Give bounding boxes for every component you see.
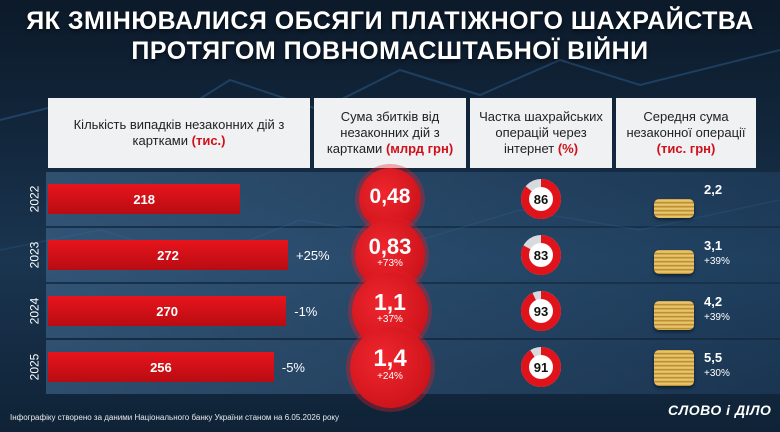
cases-bar: 272 (48, 240, 288, 270)
year-label: 2023 (24, 228, 44, 282)
average-value: 3,1 (704, 238, 723, 253)
page-title: ЯК ЗМІНЮВАЛИСЯ ОБСЯГИ ПЛАТІЖНОГО ШАХРАЙС… (0, 6, 780, 66)
pie-center (529, 355, 553, 379)
year-label: 2022 (24, 172, 44, 226)
coin-stack (654, 350, 694, 386)
average-value: 2,2 (704, 182, 723, 197)
internet-share-pie (521, 179, 561, 219)
internet-share-value: 93 (533, 303, 549, 319)
pie-center (529, 187, 553, 211)
internet-share-pie (521, 235, 561, 275)
header-average-unit: (тис. грн) (656, 141, 716, 156)
year-label-text: 2025 (27, 353, 42, 381)
source-footnote: Інфографіку створено за даними Національ… (10, 413, 340, 422)
cases-change: +25% (296, 248, 330, 263)
header-internet: Частка шахрайських операцій через інтерн… (470, 98, 612, 168)
cases-bar: 256 (48, 352, 274, 382)
coin-stack (654, 250, 694, 274)
losses-value: 0,48 (369, 185, 411, 209)
coin-stack (654, 300, 694, 330)
header-losses-text: Сума збитків від незаконних дій з картка… (326, 109, 440, 156)
internet-share-value: 83 (533, 247, 549, 263)
header-cases-text: Кількість випадків незаконних дій з карт… (73, 117, 285, 148)
losses-change: +24% (377, 370, 403, 382)
losses-value: 1,4 (373, 344, 407, 372)
title-line-1: ЯК ЗМІНЮВАЛИСЯ ОБСЯГИ ПЛАТІЖНОГО ШАХРАЙС… (26, 7, 754, 35)
cases-bar: 218 (48, 184, 241, 214)
year-label-text: 2023 (27, 241, 42, 269)
header-internet-unit: (%) (557, 141, 579, 156)
cases-change: -1% (294, 304, 318, 319)
header-cases: Кількість випадків незаконних дій з карт… (48, 98, 310, 168)
losses-change: +37% (377, 314, 403, 326)
year-label-text: 2022 (27, 185, 42, 213)
average-value: 5,5 (704, 350, 723, 365)
year-label: 2024 (24, 284, 44, 338)
cases-bar: 270 (48, 296, 287, 326)
losses-value: 0,83 (368, 234, 412, 260)
losses-value: 1,1 (373, 289, 406, 316)
header-losses-unit: (млрд грн) (385, 141, 454, 156)
average-change: +39% (704, 256, 730, 267)
header-losses: Сума збитків від незаконних дій з картка… (314, 98, 466, 168)
losses-change: +73% (377, 258, 403, 270)
cases-change: -5% (281, 360, 305, 375)
pie-center (529, 299, 553, 323)
year-label: 2025 (24, 340, 44, 394)
year-label-text: 2024 (27, 297, 42, 325)
pie-center (529, 243, 553, 267)
average-value: 4,2 (704, 294, 723, 309)
internet-share-value: 91 (533, 359, 549, 375)
title-line-2: ПРОТЯГОМ ПОВНОМАСШТАБНОЇ ВІЙНИ (131, 37, 649, 65)
internet-share-pie (521, 347, 561, 387)
header-cases-unit: (тис.) (191, 133, 226, 148)
losses-circle: 1,4 +24% (349, 326, 431, 408)
coin-stack (654, 198, 694, 218)
internet-share-pie (521, 291, 561, 331)
internet-share-value: 86 (533, 191, 549, 207)
header-average-text: Середня сума незаконної операції (626, 109, 746, 140)
brand-logo: СЛОВО і ДІЛО (668, 402, 772, 418)
average-change: +30% (704, 368, 730, 379)
average-change: +39% (704, 312, 730, 323)
header-average: Середня сума незаконної операції (тис. г… (616, 98, 756, 168)
header-internet-text: Частка шахрайських операцій через інтерн… (479, 109, 603, 156)
